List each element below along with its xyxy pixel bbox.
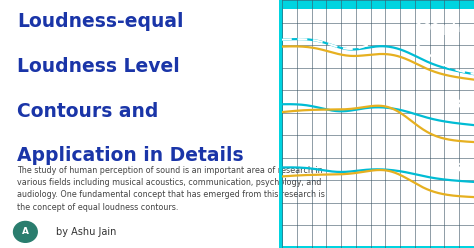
Text: 100 pho: 100 pho: [415, 22, 468, 35]
Text: 60: 60: [452, 162, 468, 175]
Text: Application in Details: Application in Details: [17, 146, 244, 165]
Bar: [279, 0, 283, 248]
Text: Loudness Level: Loudness Level: [17, 57, 180, 76]
Bar: [282, 246, 474, 248]
Text: 80: 80: [452, 98, 468, 111]
Text: Loudness-equal: Loudness-equal: [17, 12, 183, 31]
Text: by Ashu Jain: by Ashu Jain: [56, 227, 117, 237]
Bar: [282, 0, 474, 9]
Circle shape: [14, 221, 37, 242]
Text: The study of human perception of sound is an important area of research in
vario: The study of human perception of sound i…: [17, 166, 325, 212]
Text: Contours and: Contours and: [17, 102, 158, 121]
Text: A: A: [22, 227, 29, 236]
